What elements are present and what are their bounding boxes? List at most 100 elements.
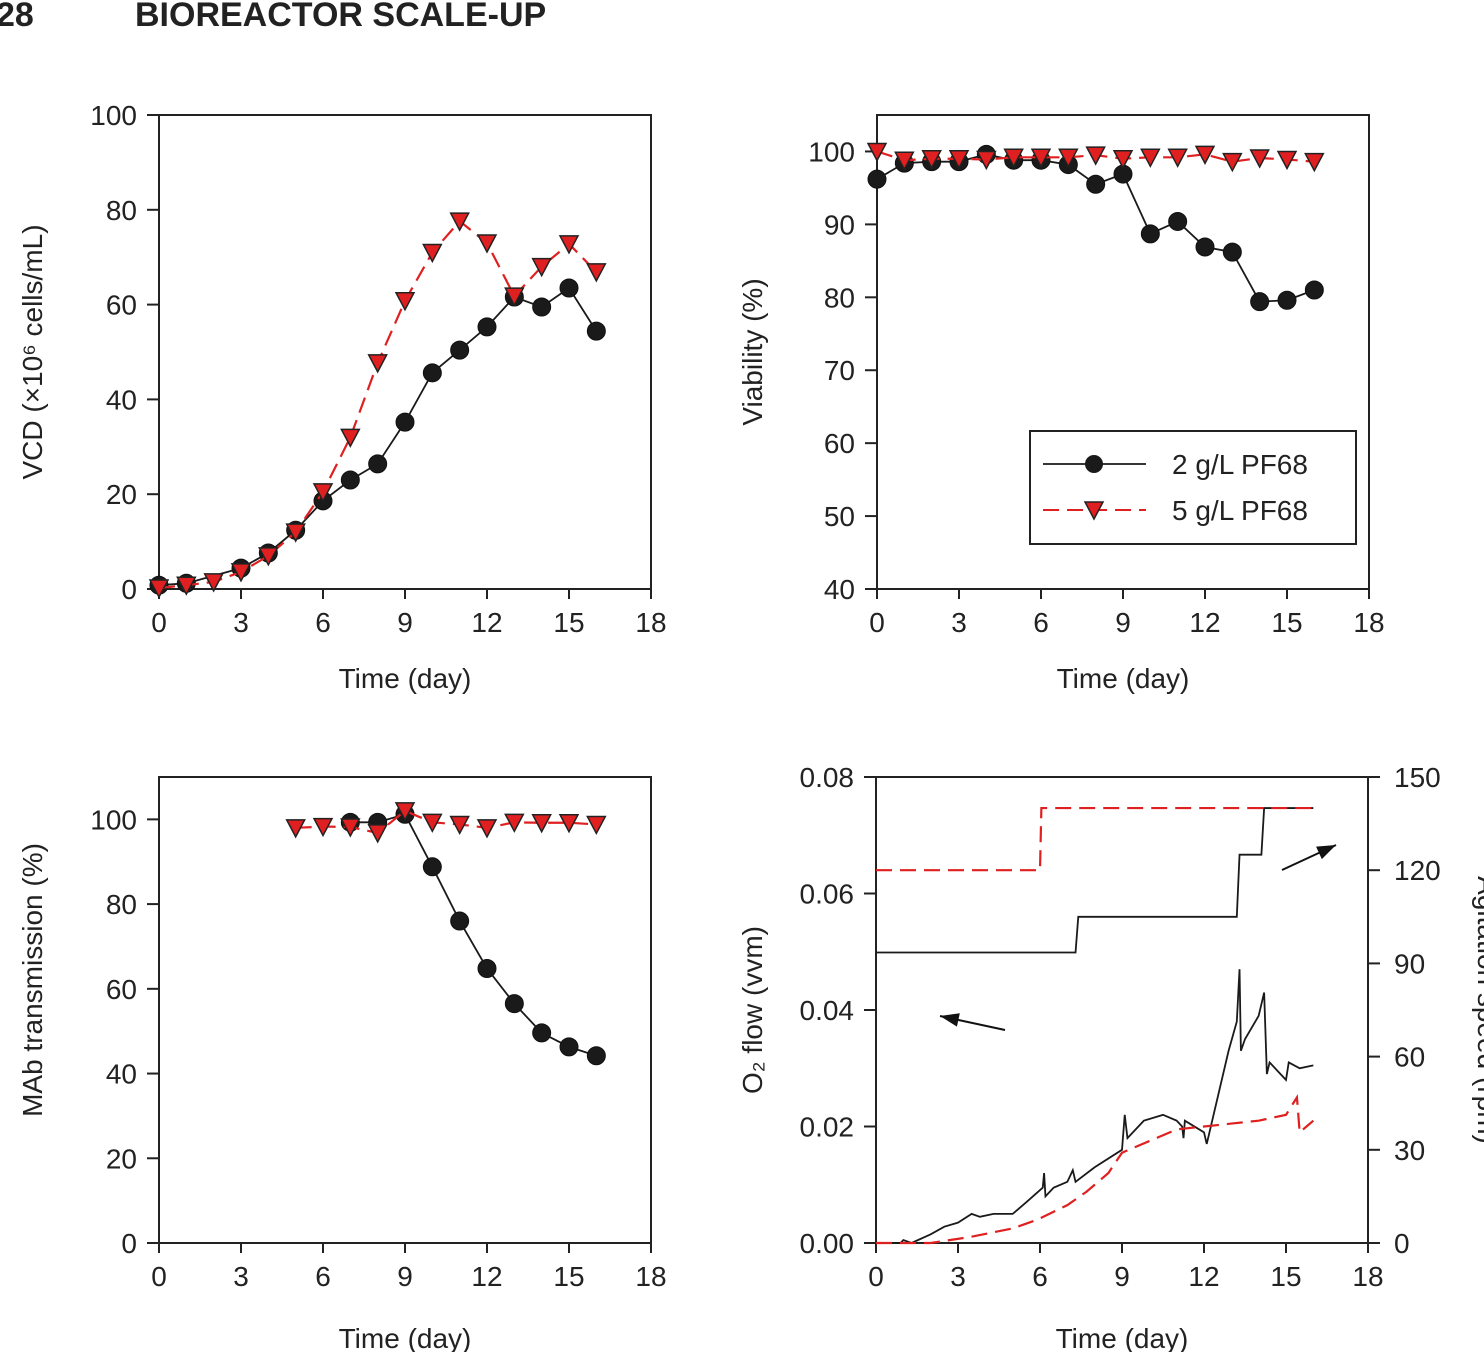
data-point-triangle [531, 257, 552, 278]
data-point-triangle [1030, 148, 1052, 168]
data-point-triangle [285, 819, 306, 839]
y-axis-label: MAb transmission (%) [17, 843, 48, 1117]
x-tick-label: 9 [1114, 1261, 1130, 1292]
y-tick-label: 0.06 [800, 879, 855, 910]
data-point-circle [1250, 292, 1270, 312]
x-tick-label: 18 [635, 607, 666, 638]
data-point-circle [586, 321, 606, 341]
x-tick-label: 15 [553, 1261, 584, 1292]
x-tick-label: 12 [1188, 1261, 1219, 1292]
data-point-circle [559, 278, 579, 298]
x-tick-label: 9 [397, 1261, 413, 1292]
data-point-triangle [1140, 148, 1161, 168]
x-tick-label: 12 [471, 1261, 502, 1292]
data-point-triangle [367, 354, 388, 374]
x-tick-label: 12 [1189, 607, 1220, 638]
data-point-circle [1222, 242, 1242, 262]
x-tick-label: 6 [1033, 607, 1049, 638]
data-point-triangle [586, 815, 607, 836]
y-axis-label: O₂ flow (vvm) [737, 926, 768, 1094]
x-tick-label: 18 [1352, 1261, 1383, 1292]
data-point-triangle [340, 818, 361, 838]
x-tick-label: 6 [1032, 1261, 1048, 1292]
data-point-triangle [504, 287, 525, 307]
data-point-triangle [422, 243, 443, 264]
data-point-triangle [976, 150, 997, 171]
data-point-triangle [148, 579, 170, 599]
data-point-triangle [558, 235, 580, 255]
data-point-circle [477, 317, 497, 337]
data-point-circle [1195, 237, 1215, 257]
data-point-circle [532, 297, 552, 317]
x-tick-label: 9 [397, 607, 413, 638]
data-point-triangle [504, 813, 525, 833]
series-line [876, 806, 1314, 872]
data-point-triangle [176, 576, 197, 596]
page-number: 28 [0, 0, 34, 34]
data-point-circle [450, 911, 470, 931]
y-tick-label: 100 [808, 136, 855, 167]
data-point-triangle [1085, 146, 1106, 166]
data-point-circle [368, 454, 388, 474]
x-tick-label: 18 [1353, 607, 1384, 638]
data-point-triangle [476, 819, 498, 839]
data-point-triangle [312, 817, 334, 838]
y-tick-label: 80 [106, 195, 137, 226]
y-tick-label: 40 [106, 1059, 137, 1090]
x-axis-label: Time (day) [339, 1323, 472, 1352]
data-point-circle [477, 958, 497, 978]
y-tick-label: 0.04 [800, 995, 855, 1026]
legend-label: 2 g/L PF68 [1172, 449, 1308, 480]
y-axis-label: VCD (×10⁶ cells/mL) [17, 224, 48, 479]
data-point-triangle [449, 815, 470, 836]
legend-marker-circle [1085, 455, 1103, 473]
x-tick-label: 0 [151, 607, 167, 638]
legend-marker-triangle [1083, 501, 1105, 521]
y-tick-label: 90 [824, 209, 855, 240]
running-title: BIOREACTOR SCALE-UP [135, 0, 547, 34]
x-tick-label: 3 [233, 1261, 249, 1292]
data-point-circle [532, 1023, 552, 1043]
y-tick-label: 0.00 [800, 1228, 855, 1259]
data-point-triangle [394, 802, 416, 822]
x-tick-label: 3 [951, 607, 967, 638]
data-point-triangle [367, 824, 388, 844]
series-line [876, 1093, 1315, 1245]
data-point-triangle [203, 573, 224, 593]
data-point-triangle [258, 547, 279, 567]
legend-box [1029, 430, 1357, 545]
x-axis-label: Time (day) [1056, 1323, 1189, 1352]
data-point-circle [340, 470, 360, 490]
x-axis-label: Time (day) [339, 663, 472, 694]
data-point-circle [1277, 290, 1297, 310]
y-tick-label: 100 [90, 804, 137, 835]
data-point-triangle [1276, 150, 1298, 171]
y-tick-label: 0 [121, 1228, 137, 1259]
x-tick-label: 15 [553, 607, 584, 638]
data-point-circle [1086, 174, 1106, 194]
y-tick-label: 80 [106, 889, 137, 920]
series-line [350, 813, 597, 1057]
data-point-triangle [894, 151, 915, 171]
data-point-circle [1140, 224, 1160, 244]
data-point-triangle [1112, 150, 1134, 170]
data-point-triangle [1304, 152, 1325, 173]
data-point-triangle [558, 814, 580, 834]
data-point-circle [867, 169, 887, 189]
legend: 2 g/L PF68 5 g/L PF68 [1029, 430, 1357, 545]
series-line [876, 969, 1314, 1244]
arrow-right-axis-head [1316, 845, 1336, 860]
x-axis-label: Time (day) [1057, 663, 1190, 694]
data-point-circle [1304, 280, 1324, 300]
y-right-tick-label: 150 [1394, 762, 1441, 793]
data-point-triangle [948, 150, 970, 170]
y-right-tick-label: 30 [1394, 1135, 1425, 1166]
plot-frame [158, 114, 652, 590]
x-tick-label: 12 [471, 607, 502, 638]
data-point-triangle [285, 523, 306, 543]
data-point-triangle [531, 814, 552, 834]
data-point-triangle [866, 142, 888, 163]
y-tick-label: 60 [106, 974, 137, 1005]
y-right-tick-label: 90 [1394, 948, 1425, 979]
